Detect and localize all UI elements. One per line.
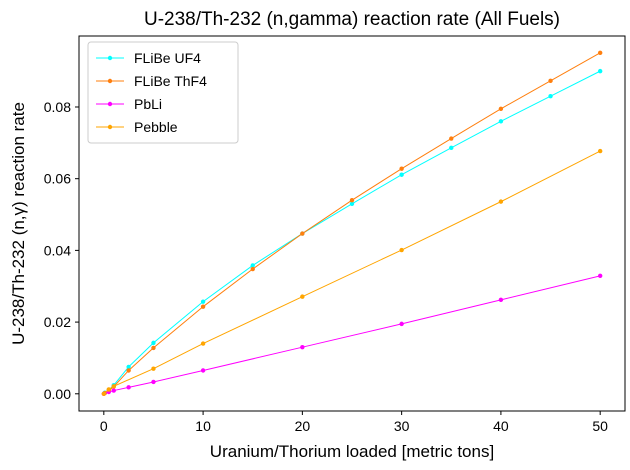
data-point-flibe-thf4 [349, 197, 355, 203]
data-point-flibe-thf4 [597, 50, 603, 56]
data-point-pebble [498, 199, 504, 204]
x-tick-label: 0 [100, 418, 108, 434]
legend-label: PbLi [134, 96, 162, 112]
data-point-pbli [151, 379, 156, 385]
y-tick-label: 0.06 [44, 171, 71, 187]
legend-marker [107, 101, 113, 107]
data-point-pebble [101, 391, 107, 396]
data-point-pbli [399, 321, 404, 327]
data-point-pbli [200, 368, 206, 373]
x-tick-label: 10 [195, 418, 211, 434]
series-line-flibe-uf4 [104, 70, 601, 394]
legend-label: Pebble [134, 119, 178, 135]
data-point-flibe-uf4 [151, 340, 156, 346]
series-line-pbli [103, 275, 601, 395]
data-point-flibe-uf4 [498, 119, 504, 124]
data-point-flibe-thf4 [126, 368, 131, 373]
data-point-pbli [300, 344, 305, 350]
data-point-pebble [597, 148, 603, 154]
data-point-pbli [111, 388, 116, 393]
data-point-pbli [597, 273, 603, 279]
x-tick-label: 30 [394, 418, 410, 434]
y-tick-label: 0.04 [44, 242, 71, 258]
series-layer [101, 50, 603, 396]
data-point-flibe-uf4 [548, 94, 553, 99]
series-line-flibe-thf4 [104, 52, 601, 394]
data-point-pebble [399, 247, 404, 253]
legend-label: FLiBe ThF4 [134, 73, 207, 89]
x-tick-label: 50 [592, 418, 608, 434]
data-point-pebble [151, 366, 156, 371]
x-tick-label: 20 [295, 418, 311, 434]
legend-marker [107, 78, 113, 84]
data-point-flibe-uf4 [597, 68, 603, 74]
x-tick-label: 40 [493, 418, 509, 434]
y-axis-label: U-238/Th-232 (n,γ) reaction rate [9, 102, 28, 345]
data-point-flibe-uf4 [250, 263, 255, 268]
data-point-pebble [200, 341, 206, 346]
y-tick-label: 0.08 [44, 99, 71, 115]
legend-marker [107, 55, 113, 61]
data-point-flibe-thf4 [449, 136, 454, 141]
data-point-flibe-thf4 [300, 231, 305, 236]
data-point-pebble [300, 294, 305, 299]
axis-ticks: 0 10 20 30 40 50 0.00 0.02 0.04 0.06 0.08 [44, 99, 608, 434]
data-point-pbli [126, 385, 131, 390]
data-point-flibe-thf4 [151, 345, 156, 351]
data-point-flibe-thf4 [548, 78, 553, 84]
legend: FLiBe UF4 FLiBe ThF4 PbLi Pebble [87, 41, 239, 144]
data-point-pebble [106, 387, 111, 392]
data-point-flibe-uf4 [399, 172, 404, 177]
legend-label: FLiBe UF4 [134, 50, 201, 66]
data-point-flibe-thf4 [200, 304, 206, 309]
data-point-flibe-thf4 [498, 106, 504, 111]
data-point-flibe-uf4 [449, 145, 454, 151]
data-point-flibe-uf4 [126, 364, 131, 370]
data-point-flibe-thf4 [399, 166, 404, 171]
chart-title: U-238/Th-232 (n,gamma) reaction rate (Al… [144, 9, 560, 30]
data-point-flibe-thf4 [250, 266, 255, 272]
legend-marker [107, 124, 113, 130]
y-tick-label: 0.00 [44, 386, 71, 402]
series-pebble [101, 148, 603, 396]
data-point-pebble [111, 384, 116, 389]
y-tick-label: 0.02 [44, 314, 71, 330]
x-axis-label: Uranium/Thorium loaded [metric tons] [210, 442, 494, 461]
data-point-flibe-uf4 [200, 299, 206, 304]
data-point-flibe-uf4 [349, 201, 355, 206]
legend-box [87, 41, 239, 144]
data-point-pbli [498, 297, 504, 303]
